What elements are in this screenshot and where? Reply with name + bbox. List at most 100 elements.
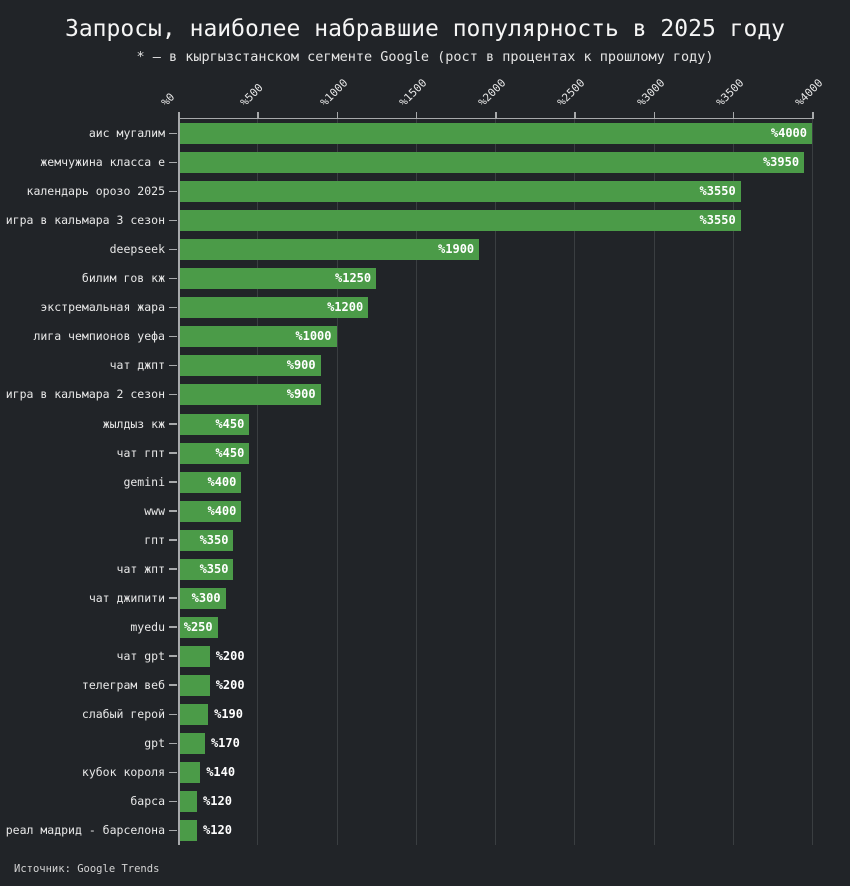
x-tick <box>732 111 735 118</box>
y-tick <box>169 452 177 454</box>
category-label: gemini <box>123 474 165 489</box>
bar-value: %400 <box>207 503 237 518</box>
bar-value: %170 <box>210 736 240 751</box>
gridline <box>257 119 259 846</box>
bar-value: %120 <box>203 794 232 809</box>
x-tick <box>495 111 497 118</box>
source-note: Источник: Google Trends <box>14 863 160 875</box>
bar <box>178 762 201 784</box>
category-label: чат джпт <box>109 358 165 373</box>
bar: %450 <box>178 442 250 464</box>
y-tick <box>169 568 177 570</box>
y-tick <box>169 393 177 396</box>
bar-value: %300 <box>191 590 221 605</box>
y-tick <box>169 800 177 803</box>
bar <box>178 645 210 667</box>
bar: %900 <box>178 355 321 377</box>
category-label: чат джипити <box>88 590 165 605</box>
bar-value: %3950 <box>762 155 800 170</box>
y-tick <box>169 248 177 251</box>
x-tick-label-text: %500 <box>238 81 266 109</box>
bar: %900 <box>178 384 321 406</box>
gridline <box>415 119 417 846</box>
bar-value: %350 <box>199 561 229 576</box>
bar-value: %1200 <box>327 300 364 315</box>
bar <box>178 733 205 755</box>
bar-value: %120 <box>203 823 232 838</box>
gridline <box>653 119 655 846</box>
bar: %3950 <box>178 152 805 174</box>
category-label: гпт <box>144 532 165 547</box>
gridline <box>495 119 496 846</box>
bar-value: %200 <box>215 648 245 663</box>
x-tick <box>812 111 814 118</box>
gridline <box>574 119 576 846</box>
x-tick <box>415 111 418 118</box>
category-label: экстремальная жара <box>40 300 165 315</box>
category-label: календарь орозо 2025 <box>26 184 165 199</box>
bar-value: %190 <box>214 707 244 721</box>
category-label: игра в кальмара 3 сезон <box>5 213 165 228</box>
x-tick <box>653 111 655 118</box>
y-tick <box>169 190 177 193</box>
y-tick <box>169 306 177 309</box>
bar <box>178 704 209 725</box>
bar: %1900 <box>178 239 480 261</box>
bar: %3550 <box>178 210 741 232</box>
bar-value: %350 <box>199 532 229 547</box>
y-tick <box>169 829 177 832</box>
bar: %450 <box>178 413 250 435</box>
x-tick <box>574 111 576 118</box>
y-tick <box>169 742 177 745</box>
category-label: билим гов кж <box>81 271 165 286</box>
category-label: чат gpt <box>116 648 165 663</box>
bar <box>178 674 210 696</box>
bar: %3550 <box>178 181 741 203</box>
bar: %1200 <box>178 297 369 319</box>
x-tick-label-text: %1000 <box>317 76 350 109</box>
y-tick <box>169 539 177 541</box>
bar-value: %900 <box>286 358 316 373</box>
category-label: www <box>144 503 165 518</box>
y-tick <box>169 364 177 367</box>
y-tick <box>169 219 177 222</box>
gridline <box>812 119 813 846</box>
bar-value: %450 <box>215 416 245 431</box>
category-label: кубок короля <box>81 765 165 780</box>
bar: %350 <box>178 529 234 551</box>
x-tick-label-text: %1500 <box>396 76 430 109</box>
bar-value: %1900 <box>438 242 475 257</box>
bar <box>178 820 198 842</box>
bar: %400 <box>178 471 242 493</box>
y-tick <box>169 423 177 425</box>
bar-value: %900 <box>286 387 316 402</box>
chart-title: Запросы, наиболее набравшие популярность… <box>64 16 786 42</box>
y-tick <box>169 335 177 338</box>
bar-value: %1000 <box>295 329 332 344</box>
gridline <box>336 119 338 846</box>
y-tick <box>169 655 177 657</box>
y-tick <box>169 713 177 716</box>
category-label: телеграм веб <box>81 677 165 692</box>
bar-value: %140 <box>206 765 236 780</box>
y-tick <box>169 161 177 164</box>
x-tick <box>257 111 259 118</box>
y-tick <box>169 481 177 483</box>
x-tick-label-text: %2500 <box>555 76 588 109</box>
y-axis-line <box>178 117 180 846</box>
bar: %4000 <box>178 123 812 144</box>
y-tick <box>169 684 177 686</box>
bar-value: %4000 <box>770 126 807 140</box>
bar-value: %3550 <box>699 184 736 199</box>
category-label: барса <box>130 794 165 809</box>
category-label: gpt <box>144 736 165 751</box>
bar: %250 <box>178 616 218 638</box>
category-label: реал мадрид - барселона <box>5 823 165 838</box>
category-label: жемчужина класса е <box>40 155 165 170</box>
category-label: чат жпт <box>116 561 165 576</box>
bar: %1000 <box>178 326 337 348</box>
bar: %1250 <box>178 268 377 290</box>
x-tick-label-text: %3000 <box>634 76 667 109</box>
chart-subtitle: * — в кыргызстанском сегменте Google (ро… <box>136 49 714 65</box>
